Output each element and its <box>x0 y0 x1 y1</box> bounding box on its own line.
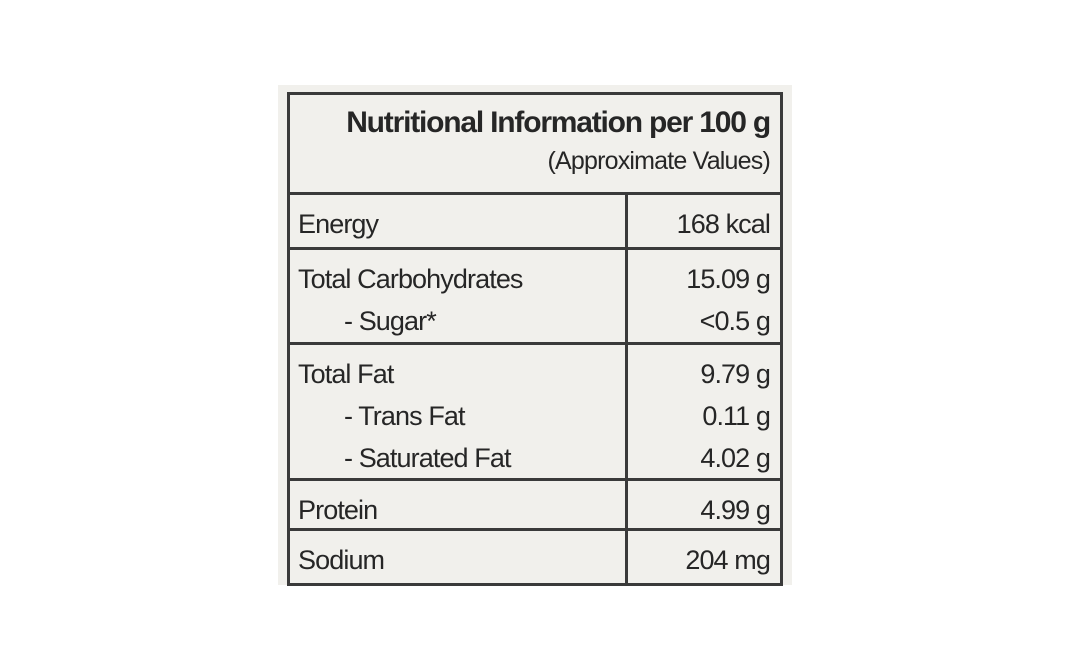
nutrient-amount: 204 mg <box>685 545 771 575</box>
table-row: Total Fat - Trans Fat - Saturated Fat 9.79 … <box>290 345 780 481</box>
nutrient-amount: 168 kcal <box>676 209 771 239</box>
subtitle: (Approximate Values) <box>547 147 770 175</box>
nutrient-cell: Total Carbohydrates - Sugar* <box>290 250 628 342</box>
nutrient-name: - Saturated Fat <box>344 443 511 473</box>
title: Nutritional Information per 100 g <box>346 106 771 139</box>
nutrient-amount: 15.09 g <box>686 264 771 294</box>
nutrition-table: Nutritional Information per 100 g (Appro… <box>287 92 783 586</box>
nutrient-cell: Energy <box>290 195 628 247</box>
nutrient-name: - Trans Fat <box>344 401 466 431</box>
amount-cell: 9.79 g 0.11 g 4.02 g <box>628 345 780 478</box>
amount-cell: 15.09 g <0.5 g <box>628 250 780 342</box>
nutrient-amount: 4.02 g <box>700 443 771 473</box>
table-row: Protein 4.99 g <box>290 481 780 531</box>
nutrition-label: Nutritional Information per 100 g (Appro… <box>278 85 792 586</box>
nutrient-amount: <0.5 g <box>699 306 771 336</box>
nutrient-cell: Protein <box>290 481 628 528</box>
table-body: Energy 168 kcal Total Carbohydrates - Sugar… <box>290 195 780 583</box>
table-row: Total Carbohydrates - Sugar* 15.09 g <0.5 g <box>290 250 780 345</box>
nutrient-cell: Sodium <box>290 531 628 583</box>
nutrient-amount: 0.11 g <box>702 401 771 431</box>
nutrient-name: Sodium <box>298 545 385 575</box>
nutrient-cell: Total Fat - Trans Fat - Saturated Fat <box>290 345 628 478</box>
nutrient-name: Total Fat <box>298 359 394 389</box>
table-row: Sodium 204 mg <box>290 531 780 583</box>
table-row: Energy 168 kcal <box>290 195 780 250</box>
nutrient-amount: 4.99 g <box>700 495 771 525</box>
nutrient-name: - Sugar* <box>344 306 437 336</box>
table-header: Nutritional Information per 100 g (Appro… <box>290 95 780 195</box>
amount-cell: 204 mg <box>628 531 780 583</box>
nutrient-amount: 9.79 g <box>700 359 771 389</box>
amount-cell: 168 kcal <box>628 195 780 247</box>
nutrient-name: Protein <box>298 495 378 525</box>
nutrient-name: Total Carbohydrates <box>298 264 523 294</box>
amount-cell: 4.99 g <box>628 481 780 528</box>
nutrient-name: Energy <box>298 209 379 239</box>
